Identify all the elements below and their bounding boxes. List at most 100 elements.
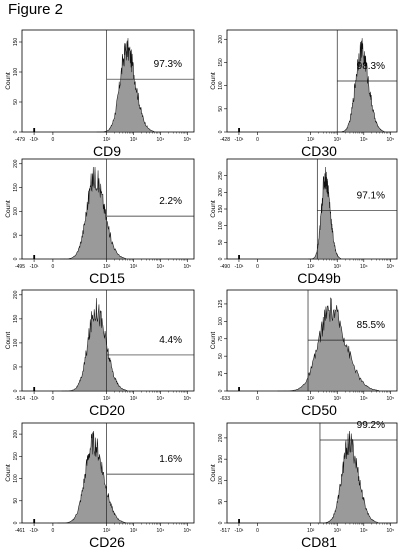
marker-label: CD15 [89, 270, 125, 286]
histogram-panel-cd30: 0 50 100 150 200 Count -10¹ 0 10² 10³ 10⁴ 10⁵ -428 98… [210, 29, 398, 159]
y-tick-label: 150 [13, 452, 19, 461]
x-min-label: -633 [220, 396, 230, 402]
y-tick-label: 50 [218, 106, 224, 112]
histogram-panel-cd49b: 0 50 100 150 200 250 Count -10¹ 0 10² 10³ 10⁴ 10⁵ -49… [210, 158, 398, 286]
y-tick-label: 50 [13, 498, 19, 504]
x-tick-label: 10⁴ [157, 264, 165, 270]
marker-label: CD9 [93, 143, 121, 159]
x-tick-label: -10¹ [30, 264, 39, 270]
y-axis-label: Count [210, 72, 217, 90]
y-tick-label: 150 [218, 58, 224, 67]
y-tick-label: 200 [13, 430, 19, 439]
x-tick-label: 10⁴ [157, 396, 165, 402]
gate-percentage-label: 2.2% [159, 196, 182, 207]
histogram-area [317, 430, 379, 524]
y-tick-label: 150 [218, 455, 224, 464]
x-tick-label: -10¹ [235, 264, 244, 270]
y-tick-label: 50 [13, 364, 19, 370]
x-tick-label: 0 [256, 264, 259, 270]
y-tick-label: 100 [218, 221, 224, 230]
x-tick-label: 10⁵ [183, 137, 191, 143]
histogram-panel-cd20: 0 50 100 150 200 Count -10¹ 0 10² 10³ 10⁴ 10⁵ -514 4.… [5, 289, 195, 418]
x-tick-label: 0 [256, 396, 259, 402]
plot-frame [21, 29, 195, 133]
histogram-area [277, 297, 379, 392]
x-min-label: -514 [15, 396, 25, 402]
y-tick-label: 200 [218, 188, 224, 197]
x-tick-label: 10⁵ [387, 137, 395, 143]
x-tick-label: 10² [103, 396, 111, 402]
marker-label: CD50 [301, 402, 337, 418]
y-tick-label: 50 [13, 232, 19, 238]
x-tick-label: 10³ [334, 396, 342, 402]
marker-label: CD26 [89, 534, 125, 549]
histogram-panel-cd9: 0 50 100 150 Count -10¹ 0 10² 10³ 10⁴ 10⁵ -479 97.3%… [5, 29, 195, 159]
histogram-area [60, 166, 126, 260]
y-tick-label: 100 [218, 81, 224, 90]
zero-marker [238, 255, 240, 259]
plot-frame [226, 158, 398, 260]
x-tick-label: 10⁵ [183, 528, 191, 534]
x-min-label: -479 [15, 137, 25, 143]
x-tick-label: 10⁵ [387, 528, 395, 534]
y-tick-label: 200 [218, 434, 224, 443]
x-tick-label: 10⁵ [387, 396, 395, 402]
gate-percentage-label: 99.2% [357, 420, 385, 431]
x-tick-label: 10⁴ [360, 396, 368, 402]
x-tick-label: -10¹ [235, 137, 244, 143]
gate-percentage-label: 4.4% [159, 335, 182, 346]
y-tick-label: 150 [13, 183, 19, 192]
y-tick-label: 50 [218, 499, 224, 505]
y-tick-label: 0 [13, 521, 19, 524]
histogram-panel-cd26: 0 50 100 150 200 Count -10¹ 0 10² 10³ 10⁴ 10⁵ -461 1.… [5, 422, 195, 549]
x-tick-label: 10⁵ [387, 264, 395, 270]
zero-marker [33, 128, 36, 132]
y-axis-label: Count [5, 72, 12, 90]
x-tick-label: 10⁴ [157, 137, 165, 143]
y-tick-label: 50 [13, 99, 19, 105]
x-tick-label: 10³ [130, 528, 138, 534]
x-tick-label: 10⁴ [360, 137, 368, 143]
x-tick-label: 10² [103, 137, 111, 143]
histogram-panel-cd50: 0 25 50 75 100 125 Count 0 10² 10³ 10⁴ 10⁵ -633 85.5%… [210, 289, 398, 418]
y-axis-label: Count [5, 464, 12, 482]
plot-frame [226, 422, 398, 524]
y-tick-label: 100 [13, 474, 19, 483]
y-tick-label: 150 [13, 38, 19, 47]
y-tick-label: 125 [218, 300, 224, 309]
x-tick-label: 10³ [130, 396, 138, 402]
x-tick-label: 10² [307, 396, 315, 402]
x-tick-label: 10⁴ [360, 528, 368, 534]
x-tick-label: 10³ [334, 264, 342, 270]
x-tick-label: 10³ [130, 137, 138, 143]
y-tick-label: 200 [13, 159, 19, 168]
x-tick-label: 10⁵ [183, 264, 191, 270]
y-tick-label: 150 [13, 314, 19, 323]
marker-label: CD30 [301, 143, 337, 159]
x-tick-label: 0 [256, 528, 259, 534]
y-tick-label: 200 [218, 35, 224, 44]
y-tick-label: 0 [13, 130, 19, 133]
histogram-area [96, 38, 155, 133]
y-tick-label: 0 [218, 389, 224, 392]
x-tick-label: 0 [256, 137, 259, 143]
histogram-panel-cd15: 0 50 100 150 200 Count -10¹ 0 10² 10³ 10⁴ 10⁵ -495 2.… [5, 158, 195, 286]
x-min-label: -490 [220, 264, 230, 270]
y-tick-label: 0 [218, 521, 224, 524]
x-tick-label: -10¹ [30, 137, 39, 143]
marker-label: CD49b [297, 270, 341, 286]
histogram-area [335, 38, 385, 133]
y-axis-label: Count [210, 332, 217, 350]
y-tick-label: 100 [13, 68, 19, 77]
y-tick-label: 100 [218, 317, 224, 326]
zero-marker [238, 387, 240, 391]
y-tick-label: 0 [218, 257, 224, 260]
histogram-area [57, 430, 126, 524]
x-min-label: -495 [15, 264, 25, 270]
x-tick-label: 10⁵ [183, 396, 191, 402]
y-tick-label: 0 [13, 389, 19, 392]
x-min-label: -461 [15, 528, 25, 534]
x-min-label: -517 [220, 528, 230, 534]
histogram-area [308, 166, 341, 260]
x-tick-label: 10² [103, 528, 111, 534]
